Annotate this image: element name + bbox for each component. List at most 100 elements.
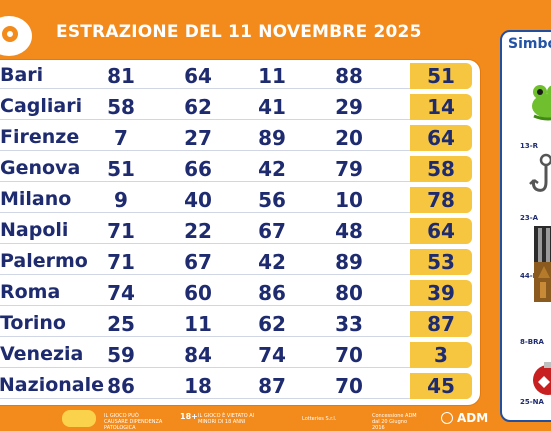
highlight-cell: 87	[410, 311, 472, 337]
highlight-number: 87	[427, 312, 455, 336]
highlight-cell: 14	[410, 94, 472, 120]
drawn-number: 89	[335, 250, 363, 274]
results-board: Bari 81 64 11 88 51 Cagliari 58 62 41 29…	[0, 60, 480, 405]
drawn-number: 79	[335, 157, 363, 181]
drawn-number: 11	[258, 64, 286, 88]
drawn-number: 67	[258, 219, 286, 243]
drawn-number: 29	[335, 95, 363, 119]
gift-ornament-icon	[533, 362, 551, 395]
highlight-number: 51	[427, 64, 455, 88]
operator-name: Lotteries S.r.l.	[302, 416, 337, 422]
table-row: Napoli 71 22 67 48 64	[0, 218, 472, 244]
prison-bars-icon	[534, 226, 551, 268]
drawn-number: 89	[258, 126, 286, 150]
drawn-number: 86	[107, 374, 135, 398]
gioco-responsabile-logo	[62, 410, 96, 427]
city-name: Bari	[0, 64, 44, 86]
drawn-number: 67	[184, 250, 212, 274]
age-badge: 18+	[180, 412, 198, 421]
footer: IL GIOCO PUÒ CAUSARE DIPENDENZA PATOLOGI…	[0, 406, 551, 431]
table-row: Torino 25 11 62 33 87	[0, 311, 472, 337]
highlight-cell: 58	[410, 156, 472, 182]
table-row: Cagliari 58 62 41 29 14	[0, 94, 472, 120]
drawn-number: 42	[258, 157, 286, 181]
drawn-number: 70	[335, 374, 363, 398]
table-row: Palermo 71 67 42 89 53	[0, 249, 472, 275]
drawn-number: 88	[335, 64, 363, 88]
page-title: ESTRAZIONE DEL 11 NOVEMBRE 2025	[56, 22, 422, 42]
adm-seal-icon	[441, 412, 453, 424]
drawn-number: 59	[107, 343, 135, 367]
city-name: Venezia	[0, 343, 84, 365]
drawn-number: 81	[107, 64, 135, 88]
drawn-number: 42	[258, 250, 286, 274]
table-row: Venezia 59 84 74 70 3	[0, 342, 472, 368]
drawn-number: 80	[335, 281, 363, 305]
drawn-number: 74	[258, 343, 286, 367]
city-name: Cagliari	[0, 95, 83, 117]
drawn-number: 86	[258, 281, 286, 305]
frog-icon	[532, 85, 551, 121]
drawn-number: 27	[184, 126, 212, 150]
drawn-number: 62	[258, 312, 286, 336]
drawn-number: 18	[184, 374, 212, 398]
drawn-number: 40	[184, 188, 212, 212]
drawn-number: 33	[335, 312, 363, 336]
highlight-cell: 45	[410, 373, 472, 399]
highlight-number: 64	[427, 219, 455, 243]
city-name: Roma	[0, 281, 61, 303]
highlight-number: 14	[427, 95, 455, 119]
highlight-cell: 51	[410, 63, 472, 89]
city-name: Genova	[0, 157, 81, 179]
highlight-cell: 78	[410, 187, 472, 213]
drawn-number: 74	[107, 281, 135, 305]
warning-minors: IL GIOCO È VIETATO AI MINORI DI 18 ANNI	[198, 413, 255, 425]
drawn-number: 41	[258, 95, 286, 119]
drawn-number: 22	[184, 219, 212, 243]
city-name: Firenze	[0, 126, 80, 148]
drawn-number: 10	[335, 188, 363, 212]
city-name: Napoli	[0, 219, 69, 241]
symbol-label: 44-PRI	[520, 272, 546, 280]
drawn-number: 48	[335, 219, 363, 243]
highlight-number: 39	[427, 281, 455, 305]
city-name: Nazionale	[0, 374, 104, 396]
highlight-number: 3	[434, 343, 448, 367]
table-row: Roma 74 60 86 80 39	[0, 280, 472, 306]
table-row: Genova 51 66 42 79 58	[0, 156, 472, 182]
city-name: Palermo	[0, 250, 88, 272]
drawn-number: 62	[184, 95, 212, 119]
symbol-label: 8-BRA	[520, 338, 544, 346]
symbol-label: 23-A	[520, 214, 539, 222]
highlight-cell: 64	[410, 125, 472, 151]
highlight-number: 64	[427, 126, 455, 150]
brazier-icon	[534, 262, 551, 302]
highlight-number: 53	[427, 250, 455, 274]
drawn-number: 9	[114, 188, 128, 212]
highlight-cell: 39	[410, 280, 472, 306]
warning-dependency: IL GIOCO PUÒ CAUSARE DIPENDENZA PATOLOGI…	[104, 413, 163, 431]
highlight-cell: 64	[410, 218, 472, 244]
drawn-number: 71	[107, 219, 135, 243]
table-row: Milano 9 40 56 10 78	[0, 187, 472, 213]
drawn-number: 64	[184, 64, 212, 88]
drawn-number: 58	[107, 95, 135, 119]
symbol-label: 13-R	[520, 142, 539, 150]
highlight-number: 45	[427, 374, 455, 398]
symbols-panel: Simbo 13-R 23-A 44-PRI 8-BRA 25-NA	[500, 30, 551, 422]
drawn-number: 11	[184, 312, 212, 336]
drawn-number: 66	[184, 157, 212, 181]
table-row: Bari 81 64 11 88 51	[0, 63, 472, 89]
table-row: Firenze 7 27 89 20 64	[0, 125, 472, 151]
hook-icon	[529, 153, 551, 192]
concession-info: Concessione ADM dal 20 Giugno 2016	[372, 413, 417, 431]
drawn-number: 51	[107, 157, 135, 181]
drawn-number: 84	[184, 343, 212, 367]
highlight-cell: 3	[410, 342, 472, 368]
highlight-cell: 53	[410, 249, 472, 275]
drawn-number: 60	[184, 281, 212, 305]
drawn-number: 7	[114, 126, 128, 150]
drawn-number: 71	[107, 250, 135, 274]
lotto-logo	[0, 16, 32, 56]
highlight-number: 58	[427, 157, 455, 181]
